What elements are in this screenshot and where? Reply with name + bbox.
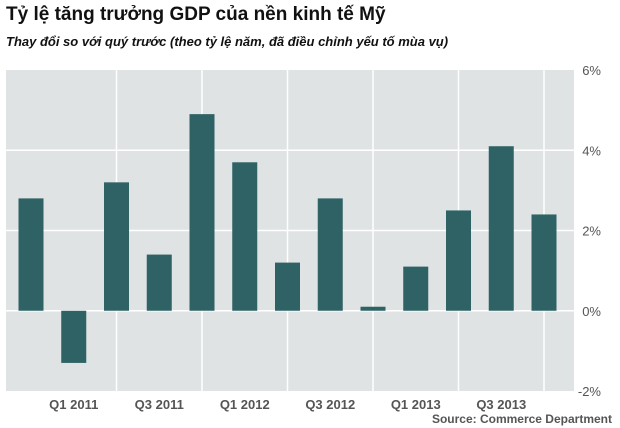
bar xyxy=(232,162,258,311)
bar xyxy=(104,182,129,311)
x-tick-label: Q1 2011 xyxy=(49,397,98,412)
source-note: Source: Commerce Department xyxy=(431,412,612,426)
bar xyxy=(146,254,172,311)
x-tick-label: Q3 2013 xyxy=(476,397,526,412)
bar xyxy=(488,146,514,311)
bar xyxy=(189,114,215,311)
bar xyxy=(275,262,300,311)
bar xyxy=(403,266,429,311)
x-tick-label: Q3 2011 xyxy=(135,397,184,412)
bar xyxy=(61,310,87,363)
y-tick-label: -2% xyxy=(578,384,602,399)
y-tick-label: 2% xyxy=(582,224,601,239)
bar xyxy=(18,198,44,311)
x-tick-label: Q1 2012 xyxy=(220,397,270,412)
chart-subtitle: Thay đổi so với quý trước (theo tỷ lệ nă… xyxy=(6,34,449,49)
y-tick-label: 0% xyxy=(582,304,601,319)
bar xyxy=(531,214,557,311)
y-tick-label: 6% xyxy=(582,63,601,78)
x-tick-label: Q1 2013 xyxy=(391,397,441,412)
y-tick-label: 4% xyxy=(582,143,601,158)
bar xyxy=(317,198,343,311)
chart-title: Tỷ lệ tăng trưởng GDP của nền kinh tế Mỹ xyxy=(6,4,386,25)
bar xyxy=(360,306,386,311)
x-tick-label: Q3 2012 xyxy=(305,397,355,412)
bar xyxy=(446,210,471,311)
